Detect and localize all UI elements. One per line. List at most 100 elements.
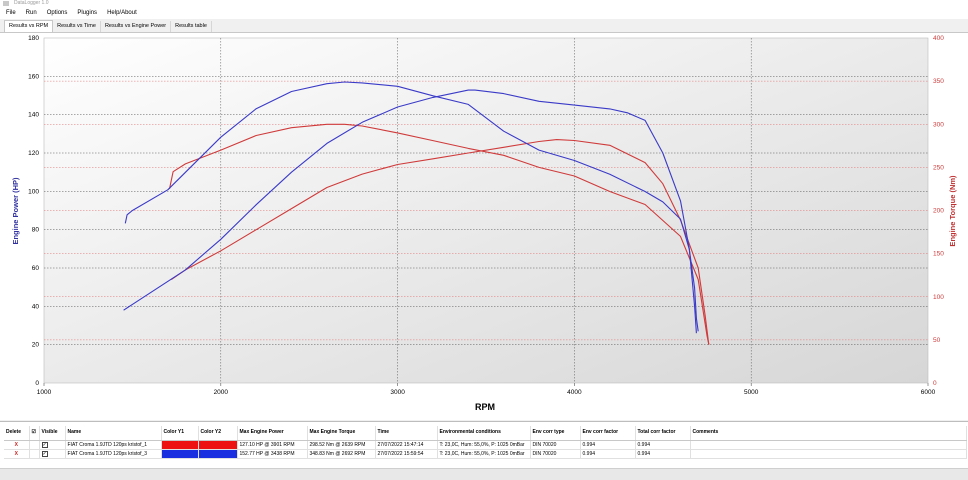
window-titlebar: DataLogger 1.0 [0,0,968,7]
y-right-tick-label: 350 [933,78,944,85]
series-line-run1-torque [168,123,710,345]
col-time[interactable]: Time [375,426,438,441]
visible-checkbox[interactable]: ✓ [41,450,48,457]
col-visible[interactable]: Visible [39,426,66,441]
delete-run-button[interactable]: X [4,440,30,450]
horizontal-scrollbar[interactable] [0,468,968,480]
y-left-axis-label: Engine Power (HP) [11,177,20,245]
color-y1-swatch[interactable] [161,440,198,449]
total-corr-factor-value: 0.994 [635,449,691,459]
y-left-tick-label: 0 [35,380,39,387]
env-corr-factor-value: 0.994 [580,440,636,450]
visible-checkbox[interactable]: ✓ [41,441,48,448]
menu-run[interactable]: Run [25,10,37,16]
col-visible-toggle-all[interactable]: ☑ [29,426,40,441]
comments-value[interactable] [690,440,967,450]
col-color-y1[interactable]: Color Y1 [161,426,199,441]
table-row[interactable]: X ✓ FIAT Croma 1.9JTD 120ps kristof_1 12… [4,440,967,450]
x-tick-label: 2000 [214,389,229,396]
col-name[interactable]: Name [65,426,162,441]
y-left-tick-label: 100 [28,188,39,195]
max-power-value: 152.77 HP @ 3438 RPM [237,449,308,459]
series-line-run1-power [170,139,710,345]
tab-results-table[interactable]: Results table [171,21,212,32]
env-corr-type-value: DIN 70020 [530,440,581,450]
env-corr-type-value: DIN 70020 [530,449,581,459]
menu-options[interactable]: Options [46,10,68,16]
y-left-tick-label: 80 [32,227,40,234]
color-y1-cell [161,440,199,450]
app-icon [3,1,9,6]
env-corr-factor-value: 0.994 [580,449,636,459]
menu-bar: File Run Options Plugins Help/About [0,7,968,19]
y-right-tick-label: 150 [933,251,944,258]
view-tabs: Results vs RPM Results vs Time Results v… [0,20,968,33]
color-y1-cell [161,449,199,459]
y-right-tick-label: 250 [933,164,944,171]
y-left-tick-label: 20 [32,342,40,349]
series-line-run2-power [123,89,697,334]
col-env-corr-factor[interactable]: Env corr factor [580,426,636,441]
tab-results-vs-time[interactable]: Results vs Time [53,21,101,32]
results-table: Delete ☑ Visible Name Color Y1 Color Y2 … [4,426,967,459]
y-right-tick-label: 50 [933,337,941,344]
time-value: 27/07/2022 15:59:54 [375,449,438,459]
x-axis-label: RPM [475,402,495,412]
table-row[interactable]: X ✓ FIAT Croma 1.9JTD 120ps kristof_3 15… [4,449,967,459]
y-left-tick-label: 60 [32,265,40,272]
menu-file[interactable]: File [6,10,16,16]
color-y2-swatch[interactable] [198,440,237,449]
y-left-tick-label: 180 [28,35,39,42]
y-right-tick-label: 100 [933,294,944,301]
y-right-tick-label: 300 [933,121,944,128]
time-value: 27/07/2022 15:47:14 [375,440,438,450]
y-left-tick-label: 160 [28,73,39,80]
col-color-y2[interactable]: Color Y2 [198,426,238,441]
max-torque-value: 298.52 Nm @ 2639 RPM [307,440,376,450]
visible-cell: ✓ [39,449,66,459]
col-max-engine-torque[interactable]: Max Engine Torque [307,426,376,441]
color-y2-cell [198,440,238,450]
color-y1-swatch[interactable] [161,449,198,458]
comments-value[interactable] [690,449,967,459]
color-y2-cell [198,449,238,459]
col-delete[interactable]: Delete [4,426,30,441]
visible-cell: ✓ [39,440,66,450]
x-tick-label: 4000 [567,389,582,396]
results-grid: Delete ☑ Visible Name Color Y1 Color Y2 … [0,421,968,480]
run-name[interactable]: FIAT Croma 1.9JTD 120ps kristof_1 [65,440,162,450]
col-env-conditions[interactable]: Environmental conditions [437,426,531,441]
col-env-corr-type[interactable]: Env corr type [530,426,581,441]
table-header-row: Delete ☑ Visible Name Color Y1 Color Y2 … [4,426,967,441]
run-name[interactable]: FIAT Croma 1.9JTD 120ps kristof_3 [65,449,162,459]
y-right-tick-label: 200 [933,208,944,215]
col-total-corr-factor[interactable]: Total corr factor [635,426,691,441]
tab-results-vs-rpm[interactable]: Results vs RPM [4,20,54,32]
window-title: DataLogger 1.0 [14,0,49,6]
y-right-axis-label: Engine Torque (Nm) [948,175,957,247]
max-torque-value: 348.83 Nm @ 2692 RPM [307,449,376,459]
total-corr-factor-value: 0.994 [635,440,691,450]
series-line-run2-torque [124,81,699,332]
y-left-tick-label: 40 [32,303,40,310]
max-power-value: 127.10 HP @ 3901 RPM [237,440,308,450]
y-right-tick-label: 400 [933,35,944,42]
row-spacer [29,440,40,450]
dyno-chart-area: 1000 2000 3000 4000 5000 6000 0 20 40 60 80 100 120 1… [0,33,968,420]
menu-plugins[interactable]: Plugins [77,10,98,16]
env-conditions-value: T: 23,0C, Hum: 55,0%, P: 1025 0mBar [437,449,531,459]
x-tick-label: 6000 [921,389,936,396]
color-y2-swatch[interactable] [198,449,237,458]
y-right-tick-label: 0 [933,380,937,387]
menu-help-about[interactable]: Help/About [107,10,137,16]
col-max-engine-power[interactable]: Max Engine Power [237,426,308,441]
y-left-tick-label: 120 [28,150,39,157]
x-tick-label: 3000 [390,389,405,396]
col-comments[interactable]: Comments [690,426,967,441]
dyno-chart: 1000 2000 3000 4000 5000 60000204060801001201… [11,35,957,412]
y-left-tick-label: 140 [28,112,39,119]
row-spacer [29,449,40,459]
delete-run-button[interactable]: X [4,449,30,459]
x-tick-label: 5000 [744,389,759,396]
tab-results-vs-engine-power[interactable]: Results vs Engine Power [101,21,172,32]
